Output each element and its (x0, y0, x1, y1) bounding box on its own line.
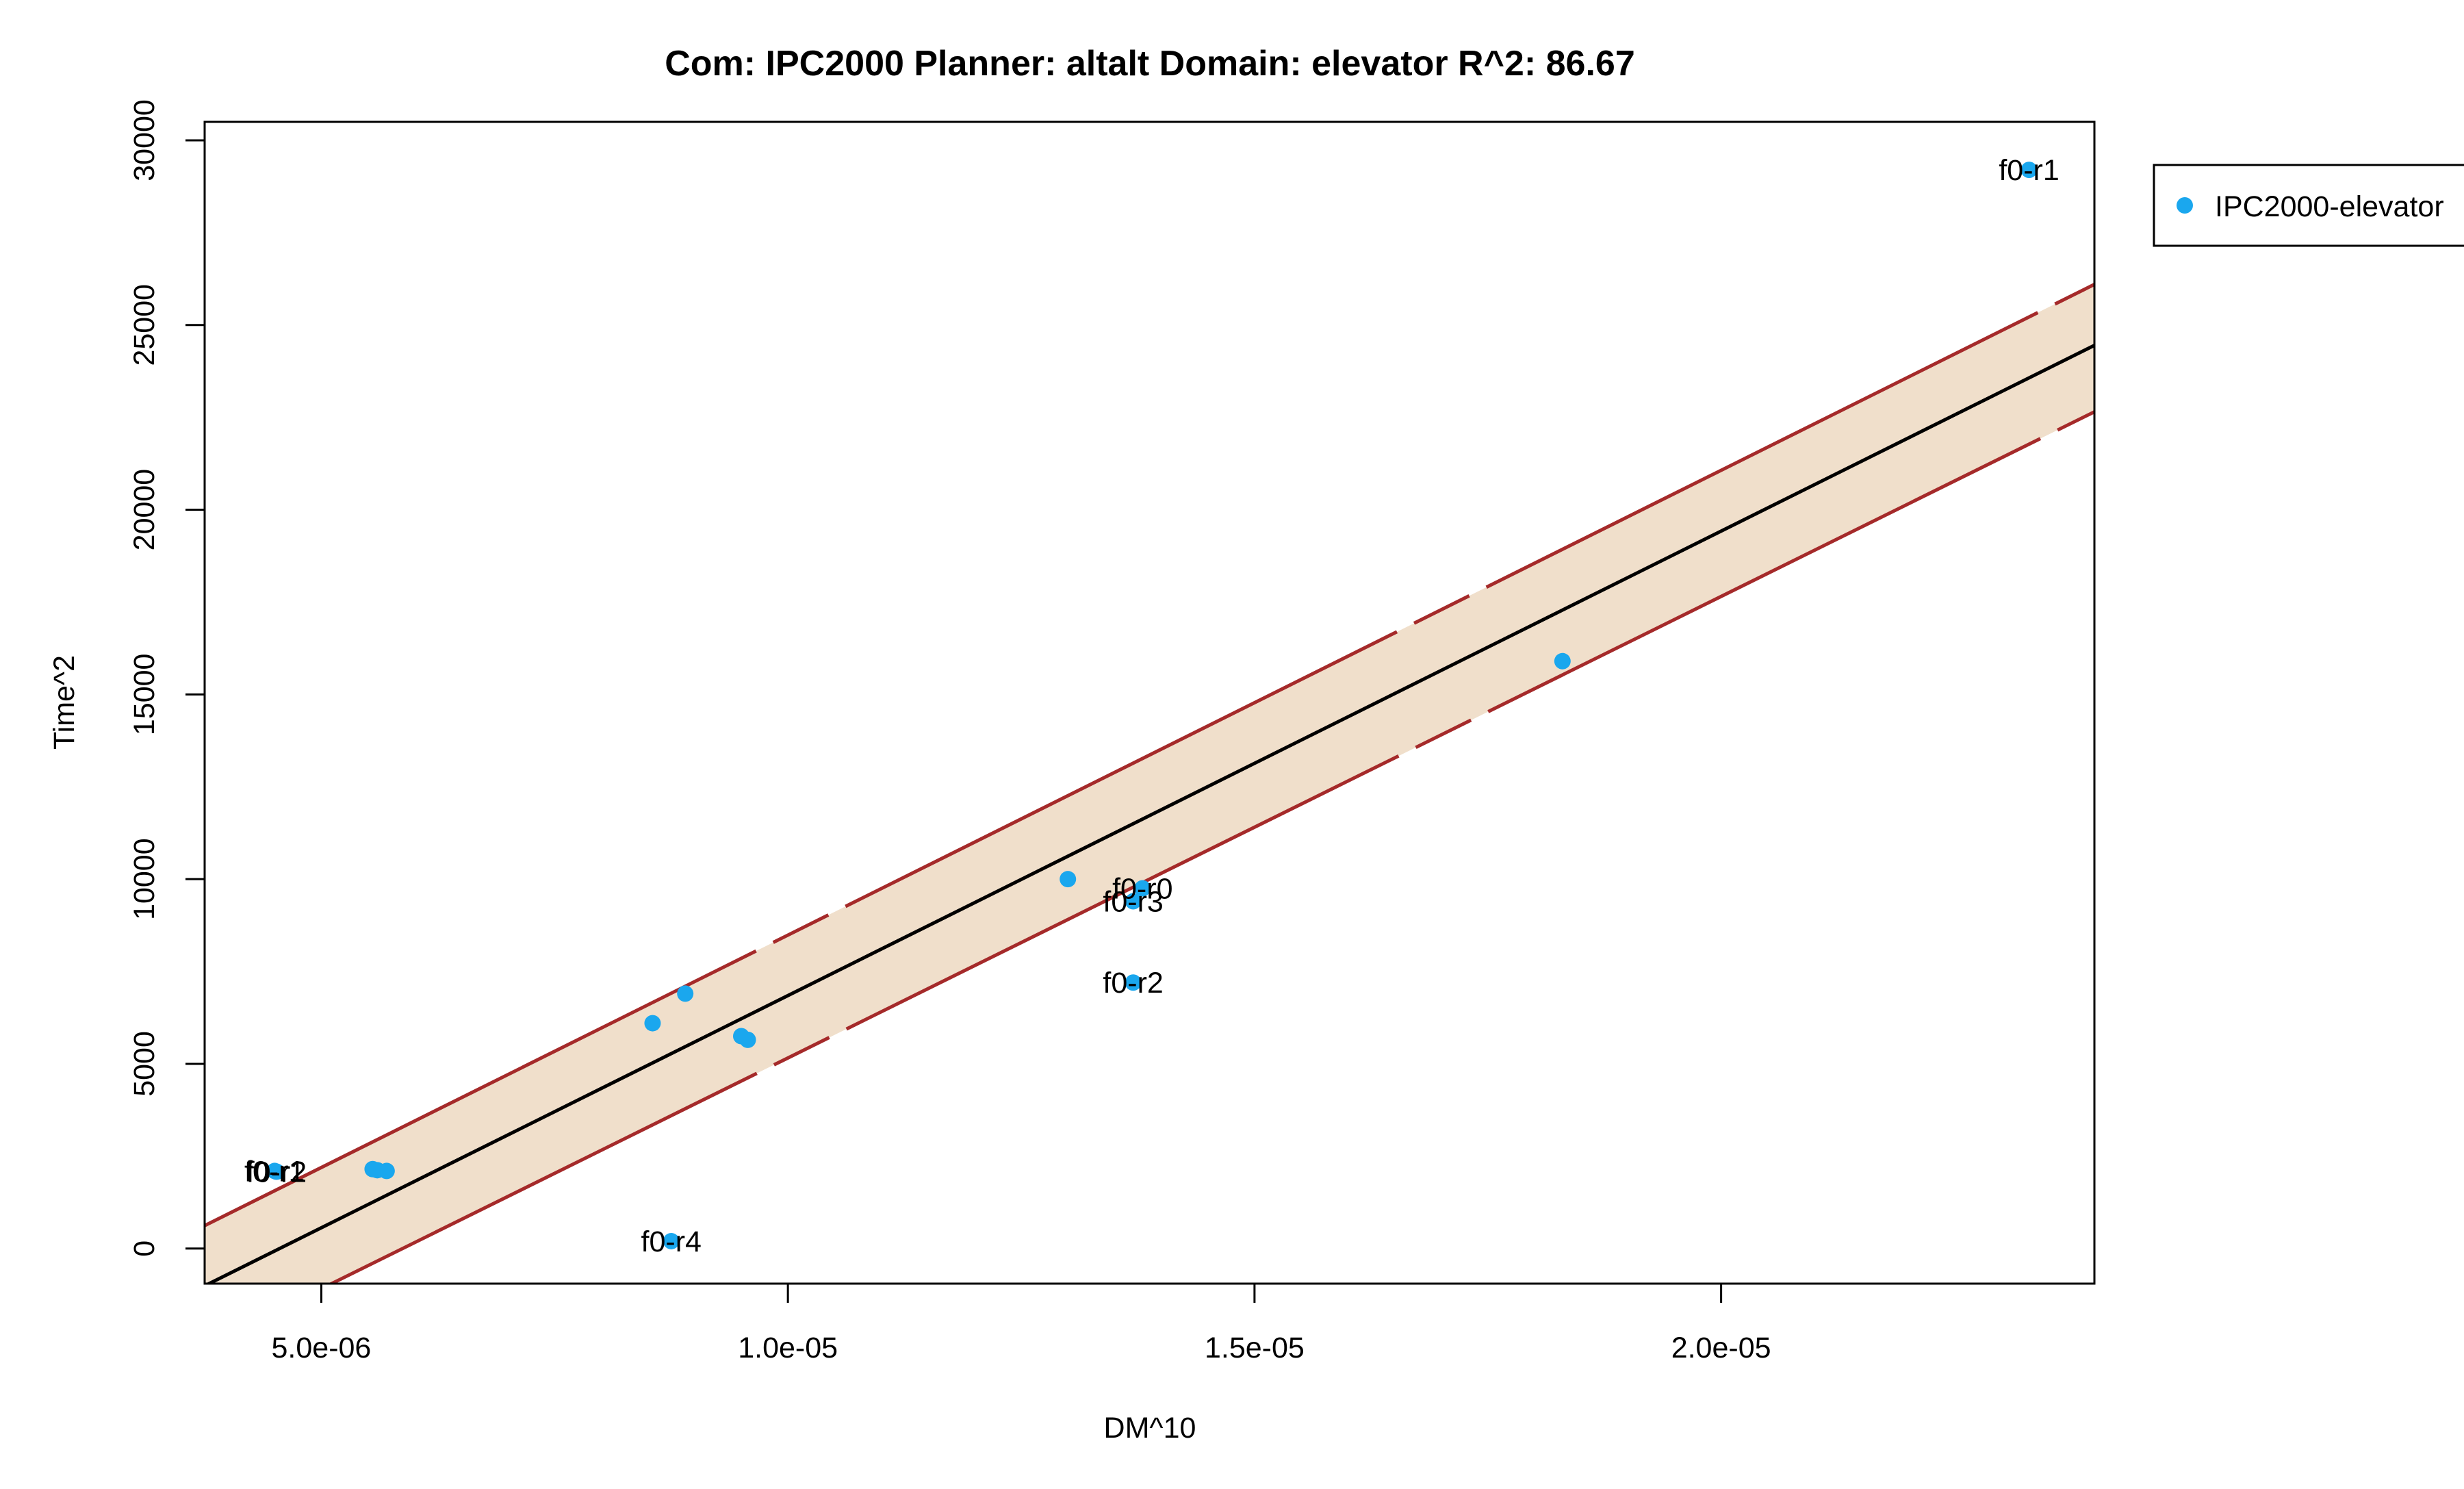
legend-entry-label: IPC2000-elevator (2215, 190, 2444, 223)
x-tick-label: 5.0e-06 (272, 1332, 372, 1364)
y-tick-label: 15000 (128, 654, 161, 736)
data-point (644, 1015, 661, 1032)
data-point (663, 1232, 680, 1249)
chart-title: Com: IPC2000 Planner: altalt Domain: ele… (665, 44, 1635, 84)
y-axis-label: Time^2 (48, 655, 81, 750)
y-tick-label: 20000 (128, 469, 161, 551)
point-label: f0-r3 (1103, 886, 1163, 919)
regression-line (205, 344, 2094, 1284)
y-tick-label: 25000 (128, 284, 161, 366)
point-label: f0-r4 (641, 1225, 702, 1258)
data-point (1125, 893, 1142, 910)
x-axis-label: DM^10 (1104, 1412, 1196, 1445)
y-tick-label: 10000 (128, 838, 161, 920)
x-axis: 5.0e-06 1.0e-05 1.5e-05 2.0e-05 (272, 1282, 1771, 1364)
legend: IPC2000-elevator (2153, 164, 2464, 247)
upper-bound-line (205, 283, 2094, 1227)
data-point (1554, 652, 1571, 670)
data-point (1125, 974, 1142, 991)
y-tick-label: 30000 (128, 99, 161, 181)
data-points (266, 162, 2038, 1249)
confidence-band-fill (205, 284, 2094, 1284)
point-label: f0-r1 (1999, 154, 2059, 187)
x-tick-label: 1.5e-05 (1205, 1332, 1305, 1364)
data-point (677, 985, 694, 1002)
data-point (1060, 871, 1077, 888)
legend-marker (2177, 197, 2193, 214)
data-point (1134, 880, 1151, 897)
data-point (739, 1031, 756, 1048)
point-label: f0-r0 (1112, 873, 1172, 906)
legend-box (2153, 164, 2464, 247)
data-point (2020, 162, 2038, 179)
x-tick-label: 1.0e-05 (738, 1332, 838, 1364)
lower-bound-line (327, 410, 2094, 1284)
x-tick-label: 2.0e-05 (1671, 1332, 1771, 1364)
data-point (378, 1162, 395, 1180)
y-tick-label: 5000 (128, 1031, 161, 1097)
y-tick-label: 0 (128, 1240, 161, 1257)
point-label: f0-r1 (244, 1155, 305, 1188)
y-axis: 0 5000 10000 15000 20000 25000 30000 (128, 99, 206, 1257)
point-label: f0-r2 (1103, 967, 1163, 1000)
data-point (268, 1163, 285, 1180)
point-label: f0-r2 (246, 1156, 307, 1189)
